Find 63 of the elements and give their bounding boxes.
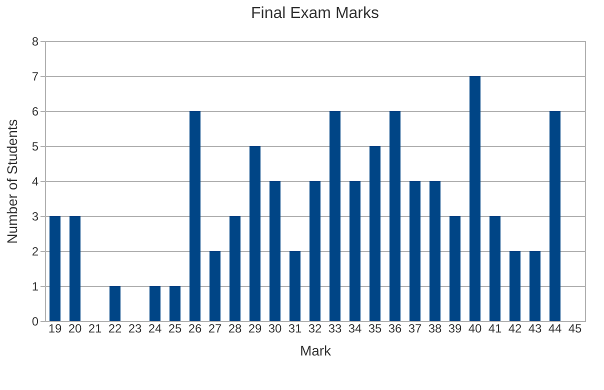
y-tick-label: 2 <box>32 244 39 258</box>
bar <box>390 111 400 321</box>
x-tick-label: 26 <box>188 322 202 336</box>
bar <box>410 181 420 321</box>
bar <box>150 286 160 321</box>
bar <box>550 111 560 321</box>
x-tick-label: 39 <box>448 322 462 336</box>
y-axis-title: Number of Students <box>4 119 20 244</box>
x-tick-label: 41 <box>488 322 502 336</box>
x-tick-label: 43 <box>528 322 542 336</box>
x-tick-label: 44 <box>548 322 562 336</box>
bar <box>350 181 360 321</box>
x-tick-label: 22 <box>108 322 122 336</box>
y-tick-label: 7 <box>32 70 39 84</box>
x-tick-label: 28 <box>228 322 242 336</box>
x-tick-label: 29 <box>248 322 262 336</box>
x-tick-label: 38 <box>428 322 442 336</box>
bar <box>450 216 460 321</box>
bar <box>250 146 260 321</box>
x-tick-label: 36 <box>388 322 402 336</box>
bar <box>370 146 380 321</box>
y-tick-label: 4 <box>32 174 39 188</box>
y-tick-label: 0 <box>32 314 39 328</box>
chart-title: Final Exam Marks <box>250 5 380 22</box>
bar <box>230 216 240 321</box>
bar <box>330 111 340 321</box>
x-tick-label: 27 <box>208 322 222 336</box>
bar <box>530 251 540 321</box>
y-tick-label: 3 <box>32 210 39 224</box>
bar <box>110 286 120 321</box>
x-tick-label: 19 <box>48 322 62 336</box>
bar <box>510 251 520 321</box>
bar <box>50 216 60 321</box>
bar <box>210 251 220 321</box>
x-tick-label: 31 <box>288 322 302 336</box>
bar <box>430 181 440 321</box>
bar <box>70 216 80 321</box>
x-tick-label: 24 <box>148 322 162 336</box>
x-tick-label: 37 <box>408 322 422 336</box>
x-tick-label: 35 <box>368 322 382 336</box>
x-tick-label: 21 <box>88 322 102 336</box>
bar <box>170 286 180 321</box>
y-tick-label: 1 <box>32 280 39 294</box>
x-tick-label: 30 <box>268 322 282 336</box>
x-tick-label: 40 <box>468 322 482 336</box>
bar <box>190 111 200 321</box>
x-axis-title: Mark <box>300 342 332 358</box>
y-tick-label: 8 <box>32 34 39 48</box>
y-tick-label: 6 <box>32 104 39 118</box>
x-tick-label: 42 <box>508 322 522 336</box>
x-tick-label: 20 <box>68 322 82 336</box>
x-tick-label: 23 <box>128 322 142 336</box>
x-tick-label: 32 <box>308 322 322 336</box>
y-tick-label: 5 <box>32 140 39 154</box>
bar <box>310 181 320 321</box>
x-tick-label: 45 <box>568 322 582 336</box>
bar <box>290 251 300 321</box>
x-tick-label: 34 <box>348 322 362 336</box>
bar <box>270 181 280 321</box>
bar <box>470 76 480 321</box>
x-tick-label: 33 <box>328 322 342 336</box>
x-tick-label: 25 <box>168 322 182 336</box>
bar <box>490 216 500 321</box>
